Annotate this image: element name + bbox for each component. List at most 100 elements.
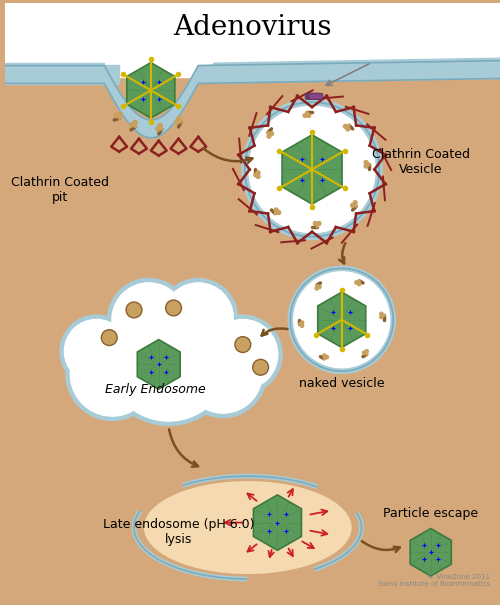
Polygon shape	[68, 65, 73, 83]
Circle shape	[133, 120, 137, 125]
Circle shape	[205, 317, 281, 392]
Polygon shape	[452, 61, 468, 79]
Polygon shape	[138, 339, 180, 389]
Circle shape	[380, 315, 383, 319]
Circle shape	[235, 336, 250, 353]
Polygon shape	[140, 116, 143, 136]
Polygon shape	[26, 65, 32, 83]
Polygon shape	[196, 65, 198, 88]
Circle shape	[68, 330, 156, 419]
Polygon shape	[152, 120, 155, 138]
Circle shape	[104, 295, 233, 424]
Circle shape	[315, 287, 318, 290]
Polygon shape	[162, 115, 164, 134]
Circle shape	[245, 102, 380, 237]
Circle shape	[346, 127, 350, 131]
Polygon shape	[116, 87, 119, 109]
Circle shape	[322, 354, 326, 357]
Polygon shape	[484, 60, 500, 79]
FancyBboxPatch shape	[305, 93, 319, 99]
Polygon shape	[310, 64, 326, 82]
Circle shape	[380, 312, 383, 316]
Circle shape	[277, 211, 281, 215]
Polygon shape	[188, 79, 191, 100]
Circle shape	[355, 281, 358, 284]
Text: Adenovirus: Adenovirus	[174, 15, 332, 42]
FancyBboxPatch shape	[6, 3, 500, 77]
Polygon shape	[133, 110, 136, 131]
Text: naked vesicle: naked vesicle	[299, 377, 384, 390]
Polygon shape	[246, 65, 262, 83]
Polygon shape	[136, 113, 138, 132]
Circle shape	[118, 112, 122, 116]
Circle shape	[166, 300, 182, 316]
Polygon shape	[254, 495, 302, 551]
Polygon shape	[410, 529, 452, 576]
Polygon shape	[99, 65, 104, 83]
Ellipse shape	[144, 481, 352, 574]
Polygon shape	[104, 65, 106, 88]
Circle shape	[300, 324, 304, 327]
Polygon shape	[174, 102, 176, 123]
Circle shape	[344, 125, 347, 128]
Polygon shape	[131, 108, 133, 128]
Polygon shape	[112, 79, 114, 100]
Polygon shape	[124, 98, 126, 119]
Polygon shape	[420, 62, 436, 80]
Polygon shape	[16, 65, 21, 83]
Polygon shape	[389, 62, 404, 80]
Text: © ViralZone 2011
Swiss Institute of Bioinformatics: © ViralZone 2011 Swiss Institute of Bioi…	[378, 574, 490, 587]
Polygon shape	[341, 63, 357, 81]
Polygon shape	[278, 64, 293, 82]
Polygon shape	[127, 63, 175, 118]
Polygon shape	[114, 83, 116, 105]
Polygon shape	[126, 102, 128, 123]
FancyBboxPatch shape	[307, 93, 321, 99]
Polygon shape	[176, 98, 179, 119]
Polygon shape	[128, 105, 131, 125]
Polygon shape	[182, 91, 184, 113]
Polygon shape	[186, 83, 188, 105]
Polygon shape	[214, 65, 230, 83]
Circle shape	[126, 302, 142, 318]
Circle shape	[303, 114, 307, 117]
Circle shape	[160, 280, 236, 355]
Circle shape	[364, 164, 368, 168]
Polygon shape	[148, 120, 150, 138]
Circle shape	[162, 282, 234, 353]
Polygon shape	[282, 135, 342, 204]
Circle shape	[184, 335, 262, 414]
FancyBboxPatch shape	[308, 93, 322, 99]
Circle shape	[290, 269, 393, 371]
Text: Early Endosome: Early Endosome	[106, 382, 206, 396]
Polygon shape	[119, 91, 121, 113]
Circle shape	[350, 203, 354, 208]
Polygon shape	[36, 65, 42, 83]
FancyBboxPatch shape	[306, 93, 320, 99]
Polygon shape	[52, 65, 58, 83]
Circle shape	[318, 285, 321, 289]
Circle shape	[300, 321, 304, 324]
Text: Particle escape: Particle escape	[383, 506, 478, 520]
Polygon shape	[58, 65, 62, 83]
Polygon shape	[198, 65, 214, 83]
Polygon shape	[318, 292, 366, 347]
Circle shape	[267, 134, 271, 138]
Polygon shape	[468, 61, 484, 79]
Polygon shape	[47, 65, 52, 83]
Polygon shape	[84, 65, 88, 83]
FancyBboxPatch shape	[309, 93, 323, 99]
Polygon shape	[194, 70, 196, 92]
Polygon shape	[21, 65, 26, 83]
Circle shape	[358, 283, 361, 286]
Polygon shape	[167, 110, 170, 131]
Polygon shape	[121, 94, 124, 116]
Text: Clathrin Coated
Vesicle: Clathrin Coated Vesicle	[372, 148, 470, 175]
Polygon shape	[138, 115, 140, 134]
Circle shape	[362, 351, 366, 355]
Circle shape	[207, 319, 279, 390]
Polygon shape	[88, 65, 94, 83]
Polygon shape	[106, 70, 109, 92]
Circle shape	[252, 359, 268, 375]
Polygon shape	[78, 65, 84, 83]
